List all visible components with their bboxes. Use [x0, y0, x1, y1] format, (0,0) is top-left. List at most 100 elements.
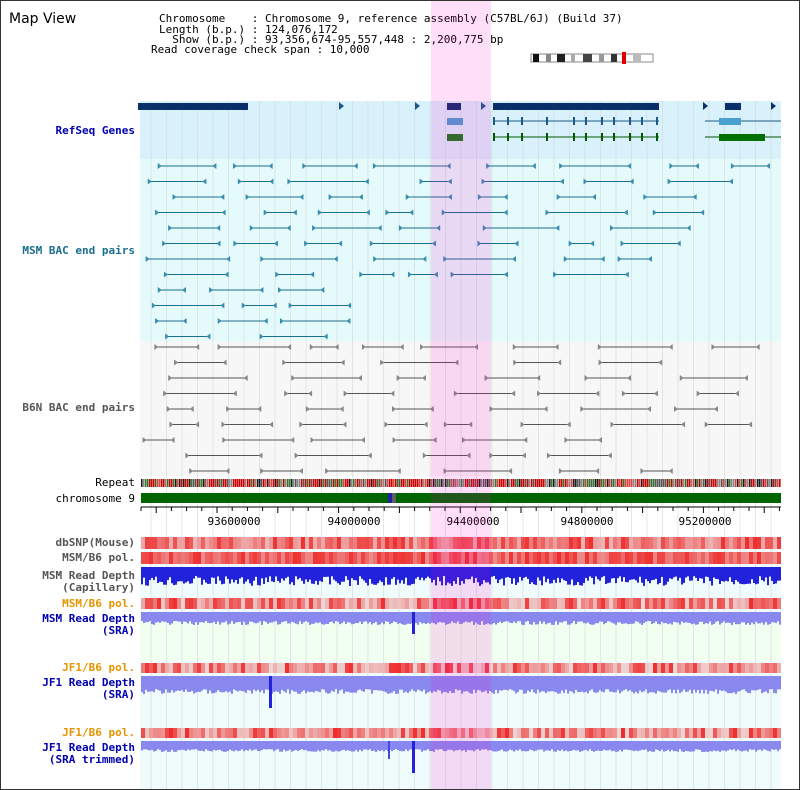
depth-bar	[247, 612, 249, 625]
heat-cell	[609, 598, 613, 609]
label-msm-depth-capillary-1[interactable]: MSM Read Depth	[42, 569, 135, 582]
bac-end	[291, 375, 296, 381]
depth-bar	[167, 567, 169, 581]
repeat-mark	[181, 479, 183, 487]
chromosome-bar[interactable]	[141, 493, 781, 503]
depth-bar	[619, 741, 621, 750]
depth-bar	[703, 741, 705, 752]
depth-bar	[381, 676, 383, 691]
bac-end	[162, 240, 167, 247]
depth-bar	[645, 741, 647, 750]
depth-bar	[555, 612, 557, 622]
bac-end	[555, 225, 560, 231]
depth-bar	[777, 567, 779, 581]
repeat-mark	[647, 479, 649, 487]
repeat-mark	[491, 479, 493, 487]
depth-bar	[657, 676, 659, 691]
bac-end	[667, 178, 672, 185]
heat-cell	[777, 598, 781, 609]
heat-cell	[233, 598, 237, 609]
depth-spike	[388, 741, 390, 759]
bac-end	[590, 240, 595, 247]
heat-cell	[185, 552, 189, 564]
heat-cell	[177, 663, 181, 673]
bac-end	[419, 178, 424, 185]
heat-cell	[441, 552, 445, 564]
depth-bar	[145, 741, 147, 750]
heat-cell	[677, 728, 681, 738]
depth-bar	[195, 567, 197, 577]
heat-cell	[289, 598, 293, 609]
heat-cell	[361, 598, 365, 609]
depth-bar	[373, 676, 375, 691]
depth-bar	[519, 741, 521, 750]
depth-bar	[447, 741, 449, 750]
label-b6n-bac-end-pairs[interactable]: B6N BAC end pairs	[22, 401, 135, 414]
heat-cell	[597, 537, 601, 549]
label-jf1-depth-sra-1[interactable]: JF1 Read Depth	[42, 676, 135, 689]
depth-bar	[287, 567, 289, 577]
bac-end	[536, 375, 541, 381]
label-refseq-genes[interactable]: RefSeq Genes	[55, 124, 135, 137]
depth-bar	[767, 741, 769, 751]
depth-bar	[361, 741, 363, 752]
depth-bar	[711, 567, 713, 586]
read-depth-tracks[interactable]	[141, 567, 781, 773]
refseq-genes-track[interactable]	[138, 102, 781, 141]
heat-cell	[329, 728, 333, 738]
depth-bar	[165, 612, 167, 622]
heat-cell	[361, 728, 365, 738]
repeat-mark	[669, 479, 671, 487]
depth-bar	[601, 676, 603, 692]
chromosome-ideogram[interactable]	[530, 52, 654, 64]
depth-bar	[723, 676, 725, 691]
depth-bar	[239, 741, 241, 751]
b6n-bac-pairs-track[interactable]	[142, 344, 760, 474]
depth-bar	[379, 741, 381, 752]
label-msm-bac-end-pairs[interactable]: MSM BAC end pairs	[22, 244, 135, 257]
repeat-mark	[671, 479, 673, 487]
heat-cell	[685, 537, 689, 549]
depth-bar	[717, 676, 719, 694]
bac-end	[420, 344, 425, 350]
heat-cell	[297, 552, 301, 564]
label-dbsnp[interactable]: dbSNP(Mouse)	[55, 536, 135, 549]
label-jf1-b6-pol[interactable]: JF1/B6 pol.	[62, 661, 135, 674]
exon	[507, 117, 509, 125]
depth-bar	[207, 567, 209, 584]
depth-bar	[637, 741, 639, 752]
heat-cell	[549, 598, 553, 609]
repeat-mark	[389, 479, 391, 487]
heat-cell	[273, 728, 277, 738]
repeat-mark	[681, 479, 683, 487]
depth-bar	[225, 741, 227, 752]
depth-bar	[769, 567, 771, 577]
label-jf1-depth-trimmed-1[interactable]: JF1 Read Depth	[42, 741, 135, 754]
label-msm-depth-sra-1[interactable]: MSM Read Depth	[42, 612, 135, 625]
bac-end	[489, 452, 494, 459]
label-jf1-b6-pol-trimmed[interactable]: JF1/B6 pol.	[62, 726, 135, 739]
depth-bar	[193, 741, 195, 750]
label-msm-b6-pol-sra[interactable]: MSM/B6 pol.	[62, 597, 135, 610]
depth-bar	[655, 567, 657, 579]
repeat-mark	[303, 479, 305, 487]
depth-bar	[527, 676, 529, 691]
polymorphism-heatmaps[interactable]	[141, 537, 781, 738]
heat-cell	[377, 598, 381, 609]
depth-bar	[169, 741, 171, 752]
msm-bac-pairs-track[interactable]	[145, 163, 771, 340]
heat-cell	[189, 552, 193, 564]
bac-end	[340, 359, 345, 366]
heat-cell	[313, 728, 317, 738]
depth-bar	[485, 676, 487, 691]
heat-cell	[261, 728, 265, 738]
repeat-track[interactable]	[141, 479, 781, 487]
depth-bar	[693, 567, 695, 577]
label-msm-b6-pol[interactable]: MSM/B6 pol.	[62, 551, 135, 564]
heat-cell	[433, 552, 437, 564]
heat-cell	[413, 728, 417, 738]
depth-bar	[173, 741, 175, 752]
depth-bar	[427, 741, 429, 750]
depth-bar	[417, 741, 419, 750]
